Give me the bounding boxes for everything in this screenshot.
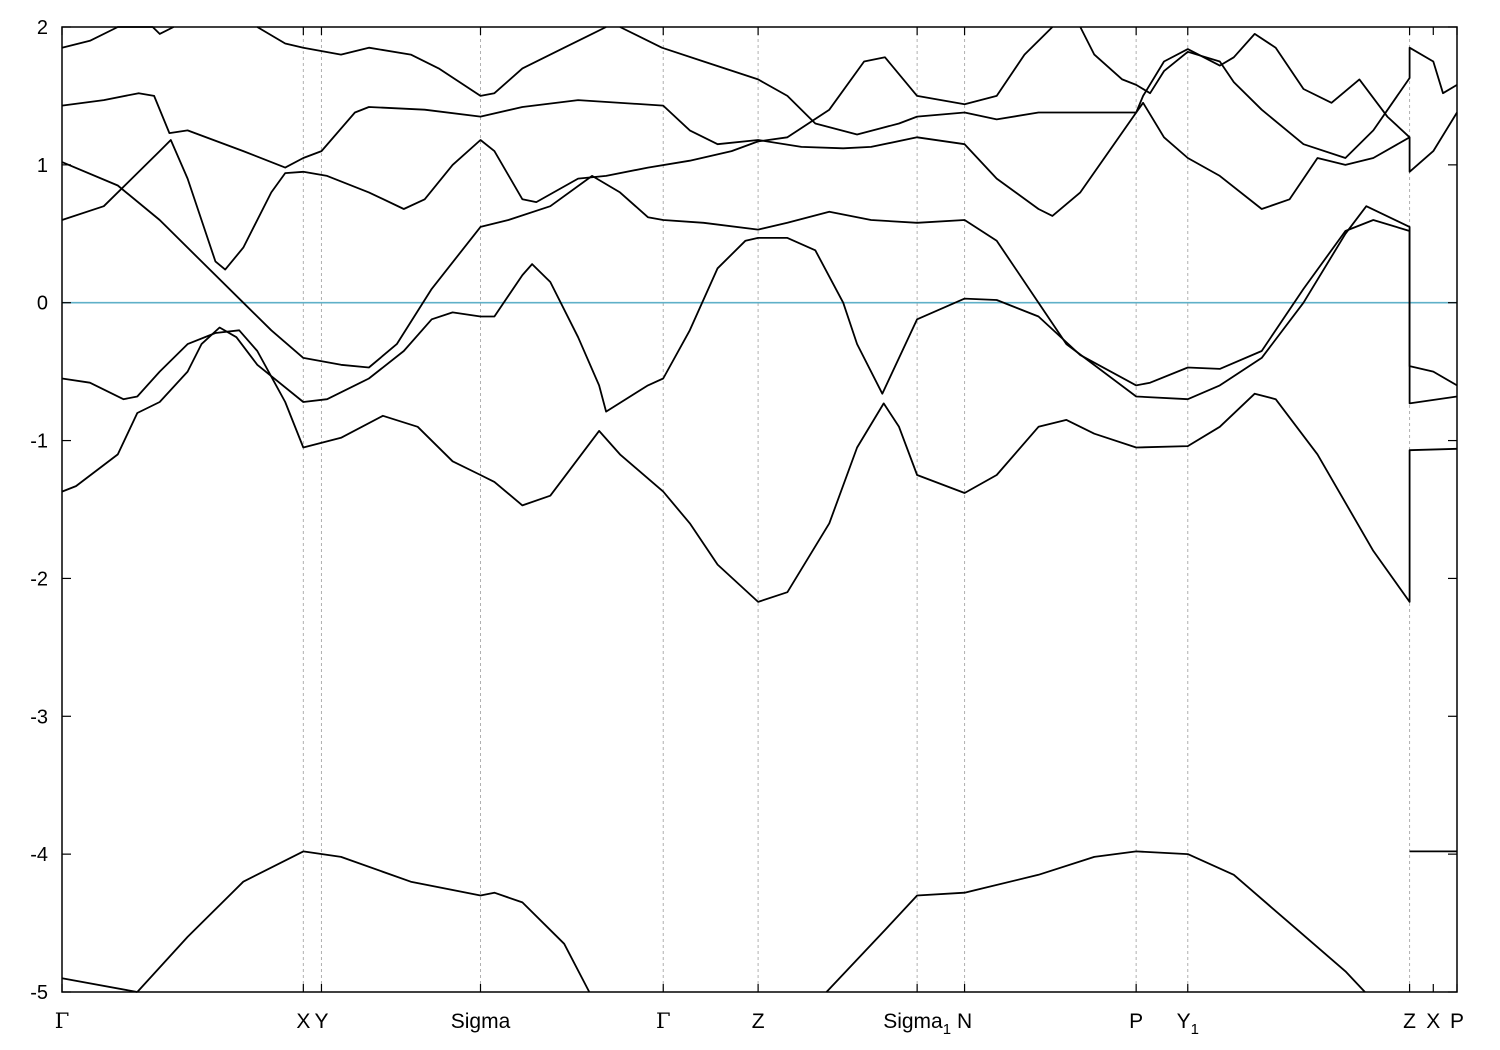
y-tick-label-6: -4 — [30, 844, 48, 866]
band-line-8 — [61, 92, 1458, 217]
band-line-6 — [61, 161, 1458, 405]
kpoint-label-12: P — [1450, 1010, 1464, 1033]
band-line-11 — [619, 26, 1411, 138]
y-tick-label-2: 0 — [37, 293, 48, 315]
y-tick-label-1: 1 — [37, 155, 48, 177]
kpoint-label-8: P — [1129, 1010, 1143, 1033]
band-line-9 — [61, 26, 175, 49]
kpoint-labels: Γ X Y Sigma Γ Z Sigma1 N P Y1 Z X P — [55, 27, 1464, 1038]
kpoint-label-11: X — [1426, 1010, 1440, 1033]
kpoint-label-3: Sigma — [451, 1010, 511, 1033]
kpoint-label-5: Z — [752, 1010, 765, 1033]
kpoint-label-1: X — [296, 1010, 310, 1033]
y-tick-label-5: -3 — [30, 706, 48, 728]
kpoint-label-6: Sigma1 — [883, 1010, 951, 1038]
y-tick-label-3: -1 — [30, 431, 48, 453]
band-line-2 — [825, 850, 1366, 993]
kpoint-label-9: Y1 — [1177, 1010, 1199, 1038]
band-line-0 — [61, 977, 138, 993]
kpoint-label-4: Γ — [656, 1009, 671, 1033]
band-line-4 — [61, 219, 1458, 493]
y-axis-ticks: 2 1 0 -1 -2 -3 -4 -5 — [30, 17, 1457, 1004]
band-line-5 — [61, 329, 1458, 603]
band-line-12 — [1079, 26, 1458, 159]
kpoint-label-10: Z — [1403, 1010, 1416, 1033]
plot-frame — [61, 26, 1458, 993]
y-tick-label-4: -2 — [30, 568, 48, 590]
y-tick-label-0: 2 — [37, 17, 48, 39]
kpoint-label-7: N — [957, 1010, 972, 1033]
band-line-10 — [256, 26, 607, 97]
kpoint-label-2: Y — [314, 1010, 328, 1033]
band-lines — [61, 26, 1458, 993]
kpoint-label-0: Γ — [55, 1009, 70, 1033]
band-line-1 — [136, 850, 591, 993]
kpath-gridlines — [302, 27, 1411, 992]
y-tick-label-7: -5 — [30, 982, 48, 1004]
band-line-7 — [61, 26, 1054, 271]
